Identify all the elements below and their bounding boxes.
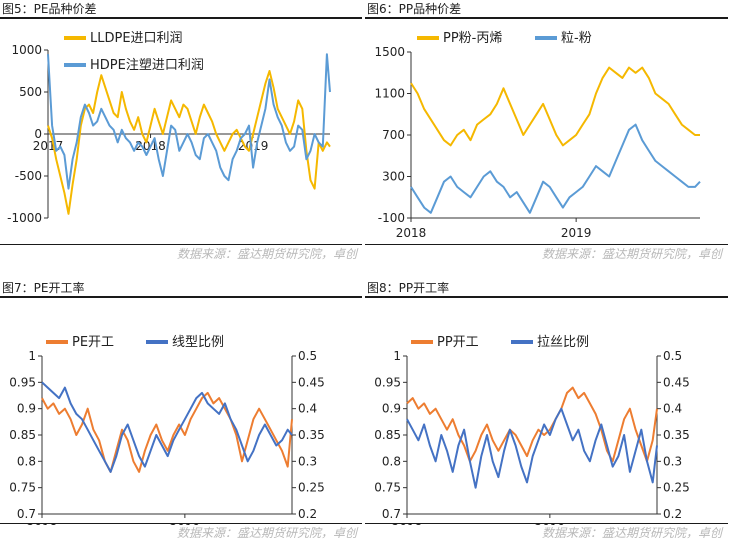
figure-6-source: 数据来源：盛达期货研究院，卓创 — [541, 247, 722, 261]
figure-8-panel: 图8：PP开工率 1 0.95 0.9 0.85 0.8 0.75 0.7 0.5 0.45 0.… — [365, 279, 730, 541]
fig5-y-tick-label: 0 — [34, 127, 42, 141]
fig7-y2-tick-label: 0.5 — [298, 349, 317, 363]
fig8-legend-label-1: 拉丝比例 — [537, 335, 589, 350]
fig7-y2-tick-label: 0.2 — [298, 507, 317, 521]
fig5-y-tick-label: -500 — [15, 169, 42, 183]
fig8-y2-tick-label: 0.3 — [663, 454, 682, 468]
fig6-legend-label-0: PP粉-丙烯 — [443, 31, 502, 46]
fig8-y-tick-label: 0.9 — [382, 402, 401, 416]
fig5-x-tick-label: 2019 — [238, 139, 269, 153]
figure-7-bottom-rule — [0, 523, 362, 524]
fig6-series-line-0 — [410, 66, 700, 147]
fig8-y2-tick-label: 0.45 — [663, 375, 690, 389]
figure-8-top-rule — [365, 296, 728, 298]
fig6-x-tick-label: 2019 — [561, 226, 592, 240]
fig8-y2-tick-label: 0.35 — [663, 428, 690, 442]
fig6-y-tick-label: 700 — [382, 128, 405, 142]
fig8-y2-tick-label: 0.2 — [663, 507, 682, 521]
figure-7-title: 图7：PE开工率 — [2, 281, 85, 295]
fig7-y2-tick-label: 0.45 — [298, 375, 325, 389]
fig5-legend-label-0: LLDPE进口利润 — [90, 31, 183, 46]
figure-8-chart: 1 0.95 0.9 0.85 0.8 0.75 0.7 0.5 0.45 0.4 0.35 0.3 0… — [374, 335, 690, 525]
fig8-y2-tick-label: 0.25 — [663, 481, 690, 495]
fig7-y-tick-label: 0.85 — [9, 428, 36, 442]
figure-8-source: 数据来源：盛达期货研究院，卓创 — [541, 526, 722, 540]
fig6-y-tick-label: -100 — [378, 211, 405, 225]
figure-6-top-rule — [365, 17, 728, 19]
fig8-y-tick-label: 0.85 — [374, 428, 401, 442]
fig5-y-tick-label: -1000 — [7, 211, 42, 225]
figure-5-top-rule — [0, 17, 362, 19]
fig8-y-tick-label: 1 — [393, 349, 401, 363]
figure-6-panel: 图6：PP品种价差 1500 1100 700 300 -100 2018 2019 PP粉-… — [365, 0, 730, 262]
fig8-y-tick-label: 0.95 — [374, 375, 401, 389]
fig5-y-tick-label: 500 — [19, 85, 42, 99]
fig8-series-line-1 — [406, 407, 658, 489]
fig7-y-tick-label: 0.95 — [9, 375, 36, 389]
fig7-y-tick-label: 1 — [28, 349, 36, 363]
fig7-y-tick-label: 0.8 — [17, 454, 36, 468]
fig5-series-line-0 — [47, 70, 331, 215]
fig7-y2-tick-label: 0.3 — [298, 454, 317, 468]
figure-6-bottom-rule — [365, 244, 728, 245]
figure-8-bottom-rule — [365, 523, 728, 524]
fig7-y-tick-label: 0.7 — [17, 507, 36, 521]
fig7-y-tick-label: 0.75 — [9, 481, 36, 495]
figure-7-source: 数据来源：盛达期货研究院，卓创 — [176, 526, 357, 540]
fig6-y-tick-label: 1500 — [374, 45, 405, 59]
figure-7-chart: 1 0.95 0.9 0.85 0.8 0.75 0.7 0.5 0.45 0.4 0.35 0.3 0… — [9, 335, 325, 525]
fig8-y-tick-label: 0.7 — [382, 507, 401, 521]
fig8-y2-tick-label: 0.4 — [663, 402, 682, 416]
figure-6-title: 图6：PP品种价差 — [367, 2, 462, 16]
fig6-x-tick-label: 2018 — [396, 226, 427, 240]
fig5-y-tick-label: 1000 — [11, 43, 42, 57]
figure-5-title: 图5：PE品种价差 — [2, 2, 97, 16]
figure-5-bottom-rule — [0, 244, 362, 245]
fig7-series-line-1 — [41, 381, 293, 473]
fig7-y2-tick-label: 0.25 — [298, 481, 325, 495]
fig6-legend-label-1: 粒-粉 — [561, 31, 592, 46]
fig7-legend-label-0: PE开工 — [72, 335, 114, 350]
fig7-y2-tick-label: 0.4 — [298, 402, 317, 416]
fig7-y2-tick-label: 0.35 — [298, 428, 325, 442]
figure-7-top-rule — [0, 296, 362, 298]
fig8-y-tick-label: 0.75 — [374, 481, 401, 495]
fig5-series-line-1 — [47, 53, 331, 190]
figure-8-title: 图8：PP开工率 — [367, 281, 450, 295]
fig8-legend-label-0: PP开工 — [437, 335, 479, 350]
fig7-series-line-0 — [41, 391, 293, 473]
fig5-x-tick-label: 2017 — [33, 139, 64, 153]
figure-7-panel: 图7：PE开工率 1 0.95 0.9 0.85 0.8 0.75 0.7 0.5 0.45 0.… — [0, 279, 365, 541]
fig6-y-tick-label: 300 — [382, 170, 405, 184]
fig8-y2-tick-label: 0.5 — [663, 349, 682, 363]
figure-5-source: 数据来源：盛达期货研究院，卓创 — [176, 247, 357, 261]
fig8-series-line-0 — [406, 386, 658, 463]
fig7-legend-label-1: 线型比例 — [172, 335, 224, 350]
fig6-series-line-1 — [410, 123, 701, 214]
fig5-legend-label-1: HDPE注塑进口利润 — [90, 58, 204, 73]
fig6-y-tick-label: 1100 — [374, 87, 405, 101]
fig8-y-tick-label: 0.8 — [382, 454, 401, 468]
fig7-y-tick-label: 0.9 — [17, 402, 36, 416]
figure-5-panel: 图5：PE品种价差 1000 500 0 -500 -1000 2017 2018 2019 L… — [0, 0, 365, 262]
